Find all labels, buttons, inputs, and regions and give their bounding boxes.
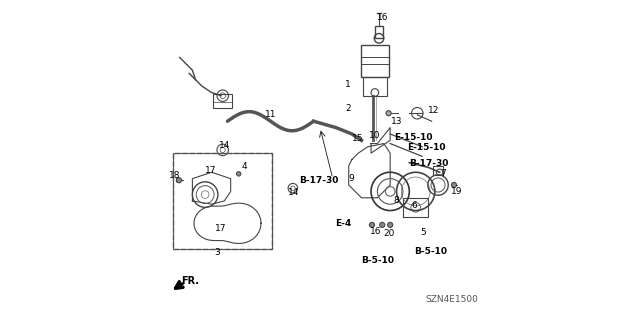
Text: 16: 16	[370, 227, 381, 236]
Text: 16: 16	[376, 13, 388, 22]
Text: 2: 2	[345, 104, 351, 113]
Text: 8: 8	[394, 197, 399, 205]
Circle shape	[388, 222, 393, 227]
Text: 17: 17	[205, 166, 217, 175]
Text: 17: 17	[215, 224, 226, 233]
Text: 1: 1	[345, 80, 351, 89]
Text: B-5-10: B-5-10	[362, 256, 394, 265]
Circle shape	[177, 178, 182, 183]
Text: B-17-30: B-17-30	[300, 176, 339, 185]
Text: E-15-10: E-15-10	[394, 133, 433, 142]
Text: 4: 4	[241, 162, 247, 171]
Circle shape	[451, 182, 456, 188]
Bar	[375, 26, 383, 38]
Text: 11: 11	[265, 110, 276, 119]
Text: FR.: FR.	[181, 276, 199, 286]
Text: 18: 18	[169, 171, 180, 180]
Text: B-17-30: B-17-30	[410, 159, 449, 168]
Bar	[173, 153, 272, 249]
Circle shape	[236, 172, 241, 176]
Text: 14: 14	[220, 141, 230, 150]
Text: 5: 5	[420, 228, 426, 237]
Text: 20: 20	[383, 229, 395, 238]
Bar	[213, 94, 232, 108]
Text: SZN4E1500: SZN4E1500	[425, 295, 478, 304]
Text: 12: 12	[428, 106, 439, 115]
Circle shape	[369, 222, 374, 227]
Circle shape	[386, 111, 391, 116]
Text: B-5-10: B-5-10	[414, 247, 447, 256]
Bar	[173, 153, 272, 249]
Text: 15: 15	[351, 134, 363, 143]
Text: 10: 10	[369, 131, 381, 140]
Text: 19: 19	[451, 187, 462, 196]
Text: 7: 7	[440, 169, 445, 178]
Text: 6: 6	[412, 201, 418, 210]
Text: E-4: E-4	[335, 219, 351, 228]
Text: 3: 3	[214, 248, 220, 256]
Bar	[433, 166, 443, 175]
Circle shape	[380, 222, 385, 227]
Text: 9: 9	[348, 174, 354, 183]
Bar	[362, 45, 388, 77]
Text: 13: 13	[391, 117, 403, 126]
Bar	[363, 77, 387, 96]
Text: 14: 14	[288, 189, 300, 197]
Text: E-15-10: E-15-10	[407, 143, 445, 152]
